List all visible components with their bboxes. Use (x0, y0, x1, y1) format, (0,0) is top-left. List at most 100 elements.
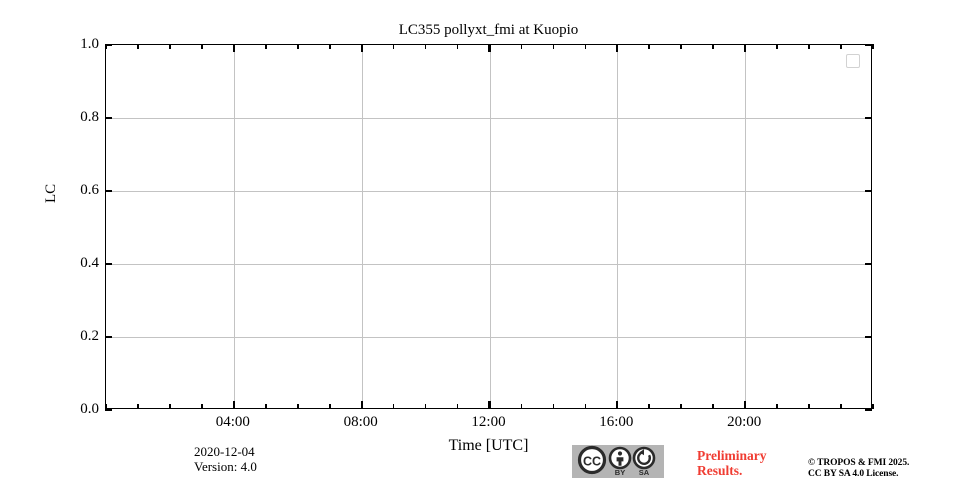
y-tick-label: 0.2 (80, 328, 99, 344)
x-tick-label: 08:00 (343, 414, 378, 430)
y-tick-mark (105, 262, 112, 266)
x-tick-mark (488, 44, 491, 52)
x-minor-tick-mark (712, 44, 714, 49)
y-tick-mark (865, 408, 872, 412)
gridline-horizontal (106, 264, 871, 265)
svg-text:BY: BY (615, 468, 625, 477)
x-tick-label: 20:00 (727, 414, 762, 430)
gridline-horizontal (106, 337, 871, 338)
x-minor-tick-mark (840, 44, 842, 49)
x-minor-tick-mark (456, 44, 459, 49)
x-minor-tick-mark (776, 44, 778, 49)
x-minor-tick-mark (872, 404, 874, 409)
gridline-vertical (489, 45, 491, 408)
gridline-vertical (361, 45, 363, 408)
x-minor-tick-mark (840, 404, 842, 409)
x-minor-tick-mark (201, 44, 203, 49)
x-minor-tick-mark (552, 404, 555, 409)
x-minor-tick-mark (201, 404, 203, 409)
gridline-vertical (745, 45, 747, 408)
y-tick-label: 0.4 (80, 255, 99, 271)
y-tick-mark (105, 335, 112, 339)
x-minor-tick-mark (808, 404, 810, 409)
cc-badge-icon: CC BY SA (572, 445, 664, 478)
preliminary-line-2: Results. (697, 463, 743, 478)
x-minor-tick-mark (520, 404, 523, 409)
x-minor-tick-mark (105, 404, 107, 409)
x-minor-tick-mark (264, 44, 267, 49)
y-axis-title: LC (43, 183, 59, 203)
x-minor-tick-mark (648, 44, 651, 49)
svg-text:SA: SA (639, 468, 650, 477)
plot-area[interactable] (105, 43, 874, 412)
x-minor-tick-mark (392, 404, 395, 409)
y-tick-mark (865, 335, 872, 339)
y-tick-label: 1.0 (80, 36, 99, 52)
x-tick-label: 04:00 (215, 414, 250, 430)
copyright-line-1: © TROPOS & FMI 2025. (808, 458, 910, 468)
x-tick-mark (360, 401, 363, 409)
x-minor-tick-mark (520, 44, 523, 49)
x-tick-mark (232, 401, 235, 409)
x-minor-tick-mark (456, 404, 459, 409)
x-minor-tick-mark (648, 404, 651, 409)
measurement-date: 2020-12-04 (194, 444, 255, 459)
copyright-notice: © TROPOS & FMI 2025. CC BY SA 4.0 Licens… (808, 458, 909, 480)
software-version: Version: 4.0 (194, 459, 257, 474)
preliminary-results-warning: Preliminary Results. (697, 448, 766, 478)
x-minor-tick-mark (552, 44, 555, 49)
x-minor-tick-mark (584, 404, 587, 409)
y-tick-mark (865, 262, 872, 266)
y-axis-tick-labels: 0.0 0.2 0.4 0.6 0.8 1.0 (27, 37, 99, 417)
chart-title: LC355 pollyxt_fmi at Kuopio (398, 22, 579, 38)
x-tick-mark (360, 44, 363, 52)
y-tick-mark (865, 189, 872, 193)
x-tick-mark (744, 401, 747, 409)
svg-text:CC: CC (583, 455, 601, 469)
x-minor-tick-mark (169, 44, 171, 49)
x-minor-tick-mark (584, 44, 587, 49)
x-minor-tick-mark (137, 404, 139, 409)
legend-box[interactable] (846, 54, 860, 68)
gridline-horizontal (106, 118, 871, 119)
x-tick-mark (616, 44, 619, 52)
x-minor-tick-mark (328, 404, 331, 409)
x-minor-tick-mark (808, 44, 810, 49)
x-tick-label: 12:00 (471, 414, 506, 430)
y-tick-label: 0.6 (80, 182, 99, 198)
x-minor-tick-mark (680, 404, 683, 409)
y-tick-mark (105, 43, 112, 47)
x-minor-tick-mark (872, 44, 874, 49)
y-tick-mark (105, 116, 112, 120)
x-minor-tick-mark (105, 44, 107, 49)
y-tick-label: 0.0 (80, 401, 99, 417)
y-tick-mark (105, 189, 112, 193)
x-axis-title: Time [UTC] (448, 437, 529, 454)
x-minor-tick-mark (264, 404, 267, 409)
x-axis-tick-labels: 04:00 08:00 12:00 16:00 20:00 (105, 414, 872, 434)
y-tick-label: 0.8 (80, 109, 99, 125)
x-minor-tick-mark (296, 404, 299, 409)
x-minor-tick-mark (328, 44, 331, 49)
x-minor-tick-mark (776, 404, 778, 409)
x-tick-mark (488, 401, 491, 409)
y-tick-mark (105, 408, 112, 412)
x-tick-mark (232, 44, 235, 52)
x-minor-tick-mark (424, 44, 427, 49)
x-minor-tick-mark (296, 44, 299, 49)
y-tick-mark (865, 43, 872, 47)
x-minor-tick-mark (712, 404, 714, 409)
creative-commons-badge[interactable]: CC BY SA (572, 445, 664, 478)
copyright-line-2: CC BY SA 4.0 License. (808, 469, 899, 479)
x-minor-tick-mark (137, 44, 139, 49)
x-tick-mark (616, 401, 619, 409)
x-tick-label: 16:00 (599, 414, 634, 430)
x-minor-tick-mark (392, 44, 395, 49)
x-tick-mark (744, 44, 747, 52)
gridline-vertical (233, 45, 235, 408)
x-minor-tick-mark (169, 404, 171, 409)
gridline-vertical (617, 45, 619, 408)
preliminary-line-1: Preliminary (697, 448, 767, 463)
y-tick-mark (865, 116, 872, 120)
